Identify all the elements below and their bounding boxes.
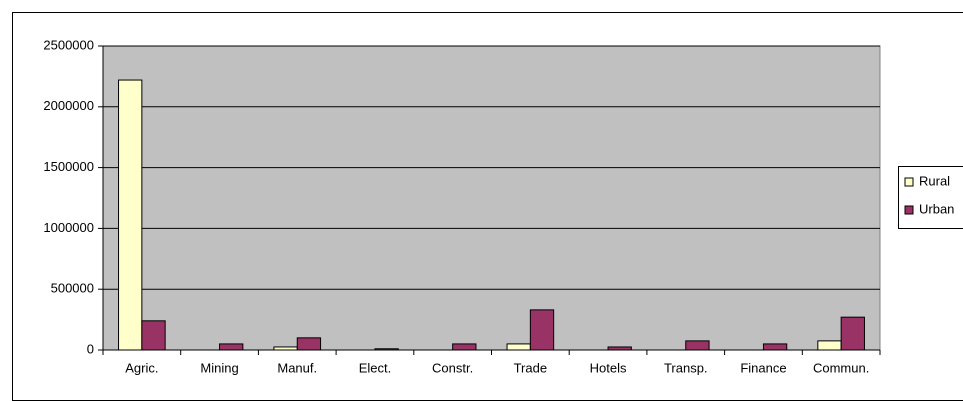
legend-swatch xyxy=(904,205,914,215)
x-tick-label: Transp. xyxy=(664,360,708,375)
y-tick-label: 500000 xyxy=(51,281,94,296)
bar xyxy=(817,340,842,351)
bar xyxy=(607,346,632,351)
bar xyxy=(374,348,399,351)
x-tick-label: Agric. xyxy=(125,360,158,375)
bar xyxy=(273,346,298,351)
x-tick-label: Trade xyxy=(514,360,547,375)
bar xyxy=(529,309,555,351)
x-tick-label: Mining xyxy=(200,360,238,375)
legend-swatch xyxy=(904,177,914,187)
y-tick-label: 0 xyxy=(87,341,94,356)
bar xyxy=(219,343,244,351)
bar xyxy=(840,316,865,351)
y-tick-label: 2000000 xyxy=(43,98,94,113)
bar xyxy=(118,79,143,351)
bar xyxy=(296,337,322,351)
bar xyxy=(685,340,710,351)
x-tick-label: Manuf. xyxy=(277,360,317,375)
plot-area xyxy=(102,45,881,351)
bar xyxy=(452,343,477,351)
x-tick-label: Constr. xyxy=(432,360,473,375)
bar xyxy=(762,343,788,351)
x-tick-label: Hotels xyxy=(590,360,627,375)
y-tick-label: 1000000 xyxy=(43,220,94,235)
x-tick-label: Commun. xyxy=(813,360,869,375)
legend-label: Rural xyxy=(919,173,950,188)
legend-box xyxy=(898,166,963,229)
legend-label: Urban xyxy=(919,201,954,216)
bar xyxy=(141,320,166,351)
bar xyxy=(506,343,531,351)
y-tick-label: 1500000 xyxy=(43,159,94,174)
x-tick-label: Finance xyxy=(740,360,786,375)
x-tick-label: Elect. xyxy=(359,360,392,375)
y-tick-label: 2500000 xyxy=(43,37,94,52)
